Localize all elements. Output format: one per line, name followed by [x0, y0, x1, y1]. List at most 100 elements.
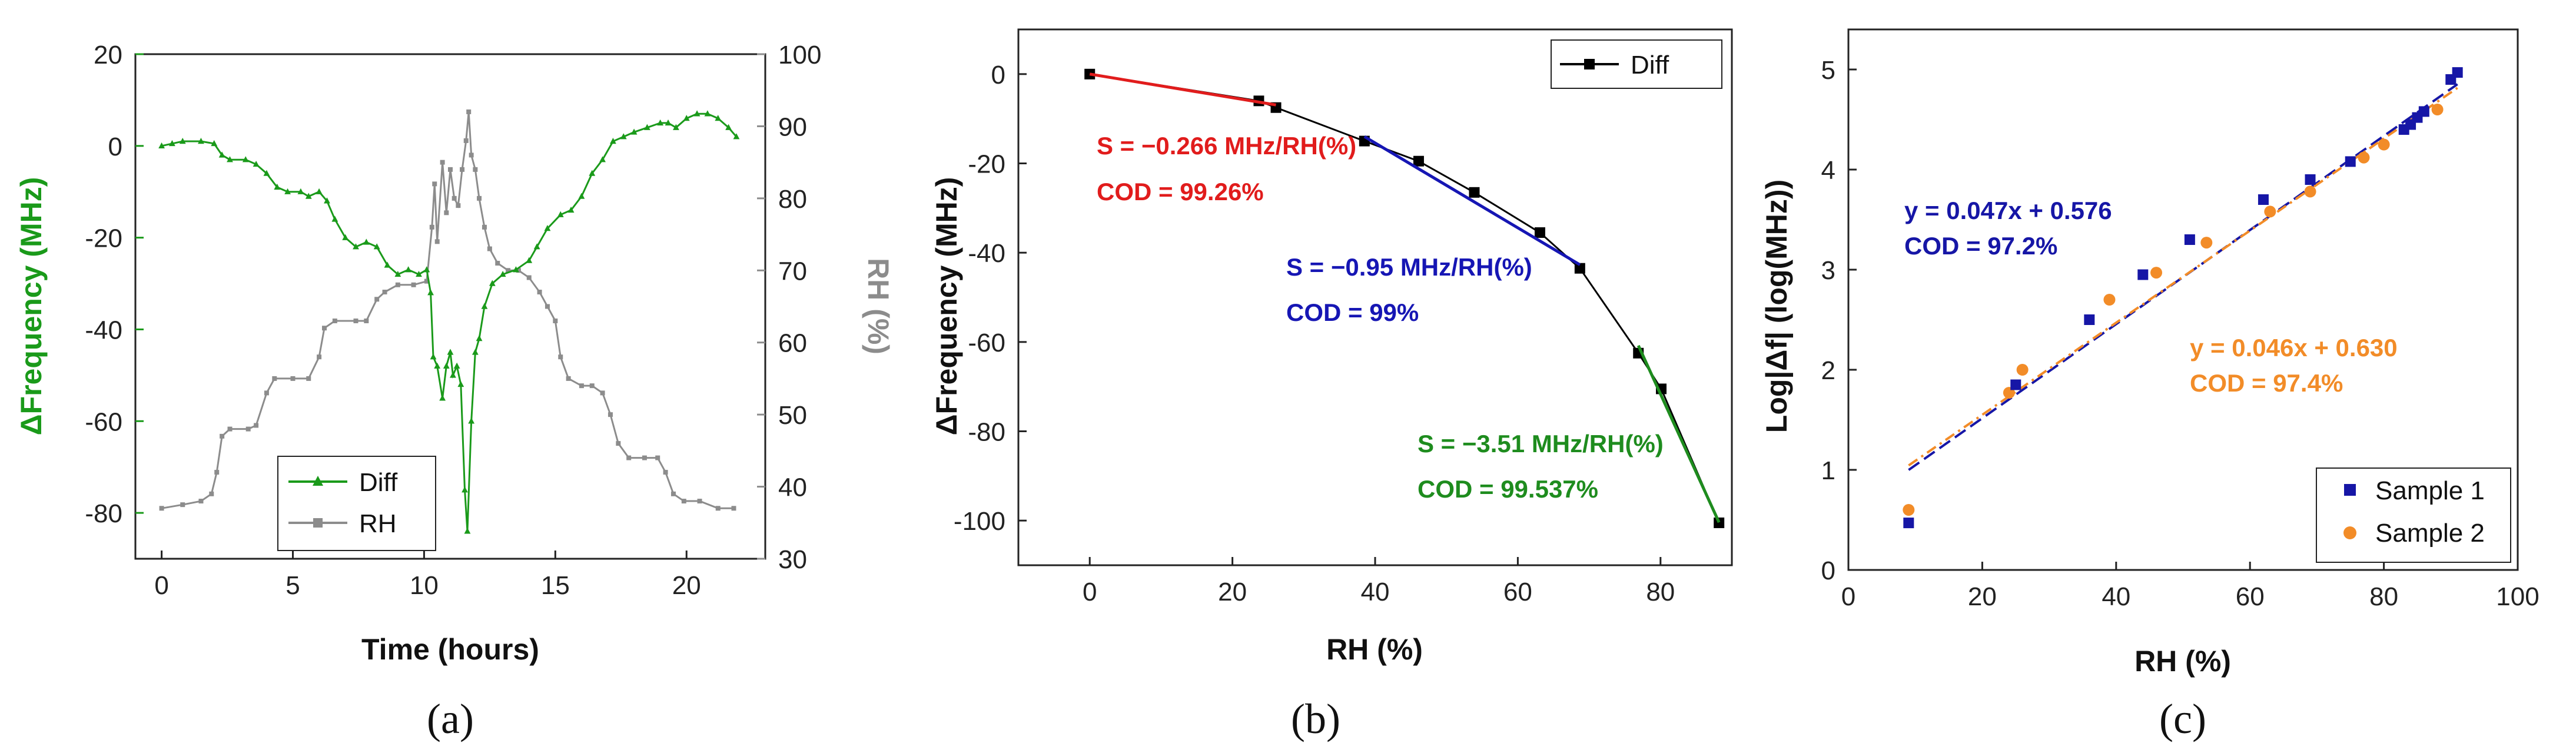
diff-point	[462, 486, 468, 493]
diff-point	[733, 133, 740, 140]
fit-line	[1908, 83, 2458, 471]
diff-point	[499, 270, 506, 277]
rh-point	[469, 152, 474, 158]
diff-point	[423, 266, 430, 273]
panel-a-legend-rh: RH	[359, 509, 397, 538]
rh-point	[697, 499, 702, 504]
panel-a-y-axis-title: ΔFrequency (MHz)	[15, 177, 48, 436]
diff-point	[464, 528, 471, 534]
y2-tick-label: 50	[778, 401, 807, 430]
sample1-point	[2258, 194, 2269, 205]
panel-c-fit2-cod: COD = 97.4%	[2190, 369, 2343, 397]
y2-tick-label: 70	[778, 257, 807, 286]
diff-point	[373, 243, 380, 250]
panel-c-fit-lines	[1908, 83, 2458, 471]
diff-point	[578, 193, 585, 199]
y2-tick-label: 40	[778, 473, 807, 502]
x-tick-label: 20	[1968, 582, 1997, 611]
diff-point	[416, 270, 422, 277]
rh-point	[731, 506, 736, 511]
rh-point	[214, 470, 220, 475]
rh-point	[432, 181, 437, 187]
diff-point	[620, 133, 627, 140]
rh-point	[715, 506, 721, 511]
rh-point	[579, 383, 584, 389]
x-tick-label: 80	[2369, 582, 2398, 611]
panel-b-label: (b)	[1291, 695, 1340, 742]
diff-point	[218, 151, 225, 158]
rh-point	[553, 318, 558, 323]
diff-point	[1714, 517, 1725, 528]
diff-point	[599, 156, 606, 163]
panel-b-y-axis-title: ΔFrequency (MHz)	[930, 177, 963, 436]
diff-point	[353, 243, 359, 250]
rh-point	[681, 499, 686, 504]
diff-point	[589, 170, 596, 176]
rh-point	[495, 261, 500, 266]
panel-a-rh-series	[159, 109, 736, 511]
y-tick-label: 2	[1821, 356, 1835, 385]
panel-a-legend-diff: Diff	[359, 468, 398, 497]
y-tick-label: 0	[1821, 556, 1835, 585]
sample2-point	[2304, 185, 2316, 198]
diff-point	[643, 124, 650, 130]
rh-point	[463, 138, 469, 143]
y-tick-label: 1	[1821, 456, 1835, 485]
rh-point	[655, 455, 660, 460]
rh-point	[159, 506, 164, 511]
rh-point	[608, 412, 613, 417]
diff-point	[434, 362, 441, 369]
sample1-point	[2084, 314, 2095, 325]
rh-point	[245, 426, 251, 432]
rh-point	[589, 383, 595, 389]
rh-point	[322, 326, 327, 331]
diff-point	[665, 119, 672, 126]
sample2-point	[2200, 237, 2213, 249]
rh-point	[429, 224, 434, 230]
rh-point	[566, 376, 571, 381]
diff-point	[363, 238, 370, 245]
panel-b-fit1-cod: COD = 99.26%	[1097, 178, 1264, 205]
diff-point	[476, 335, 483, 341]
y-tick-label: 0	[991, 61, 1005, 89]
rh-point	[626, 455, 632, 460]
diff-point	[1413, 155, 1424, 167]
y2-tick-label: 90	[778, 112, 807, 141]
rh-point	[466, 109, 472, 114]
diff-point	[384, 261, 391, 268]
rh-point	[317, 354, 322, 360]
panel-b-fit3-slope: S = −3.51 MHz/RH(%)	[1418, 430, 1664, 457]
rh-point	[448, 167, 453, 172]
fit-line	[1089, 72, 1276, 107]
rh-point	[198, 499, 204, 504]
diff-point	[405, 266, 412, 273]
fit-line	[1363, 135, 1581, 266]
rh-point	[526, 275, 532, 280]
x-tick-label: 40	[2102, 582, 2130, 611]
y2-tick-label: 30	[778, 545, 807, 574]
x-tick-label: 60	[1503, 578, 1532, 606]
y2-tick-label: 100	[778, 41, 821, 69]
sample2-point	[2358, 151, 2370, 164]
rh-point	[460, 167, 465, 172]
diff-point	[1574, 263, 1585, 274]
diff-point	[610, 138, 616, 144]
diff-point	[316, 188, 323, 194]
sample2-point	[2103, 294, 2116, 306]
rh-point	[663, 470, 668, 475]
y-tick-label: -20	[968, 150, 1005, 179]
diff-point	[468, 417, 475, 424]
diff-point	[394, 270, 401, 277]
sample2-point	[2150, 267, 2163, 279]
rh-point	[411, 282, 416, 287]
panel-a: 0 5 10 15 20 20 0 -20 -40 -60 -80 100 90 80 70 60 50 40…	[15, 41, 895, 742]
rh-point	[332, 318, 337, 323]
rh-point	[209, 491, 214, 496]
rh-point	[306, 376, 311, 381]
rh-line	[161, 111, 734, 509]
panel-a-x-axis-title: Time (hours)	[361, 633, 539, 666]
diff-point	[439, 394, 446, 401]
diff-point	[472, 349, 479, 355]
panel-c-sample1-series	[1903, 67, 2463, 529]
